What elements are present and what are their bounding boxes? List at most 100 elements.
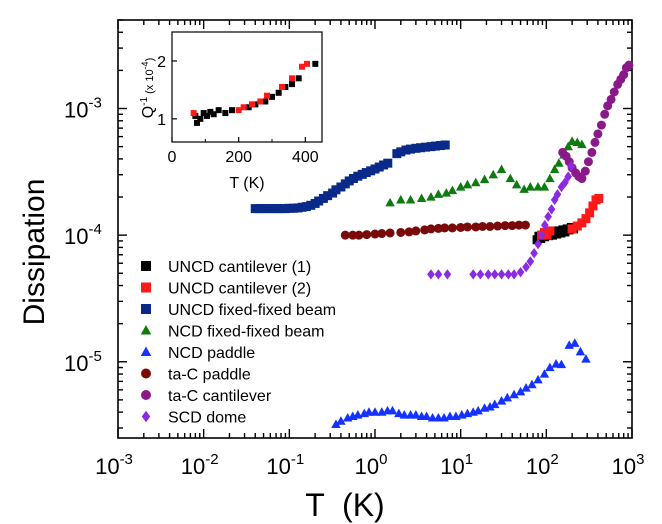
data-point	[445, 411, 455, 421]
data-point	[377, 229, 387, 239]
y-tick-label: 10-4	[64, 221, 102, 249]
x-axis-title: T (K)	[305, 487, 384, 523]
inset-data-point	[279, 84, 285, 90]
data-point	[411, 226, 421, 236]
inset-data-point	[190, 110, 197, 117]
data-point	[471, 222, 481, 232]
data-point	[404, 227, 414, 237]
y-tick-label: 10-3	[64, 95, 102, 123]
data-point	[567, 161, 576, 172]
inset-x-tick-label: 200	[225, 149, 252, 166]
data-point	[435, 141, 445, 151]
legend-marker-uncd-cantilever-1	[141, 261, 151, 271]
legend-label-uncd-cantilever-1: UNCD cantilever (1)	[168, 259, 311, 276]
inset-data-point	[275, 89, 282, 96]
legend-marker-ncd-paddle	[140, 346, 152, 356]
data-point	[533, 374, 543, 384]
inset-data-point	[289, 75, 295, 82]
data-point	[426, 192, 436, 201]
inset-axis-ticks: 0 200 400 1 2	[157, 54, 319, 166]
data-point	[606, 94, 616, 104]
data-point	[421, 142, 431, 152]
data-point	[545, 362, 555, 372]
x-tick-label: 10-1	[266, 451, 304, 479]
inset-data-point	[282, 84, 289, 90]
x-tick-label: 101	[440, 451, 473, 479]
data-point	[567, 224, 577, 234]
inset-x-axis-title: T (K)	[229, 175, 264, 192]
data-point	[383, 158, 393, 168]
inset-data-point	[299, 63, 305, 70]
inset-data-point	[262, 98, 269, 105]
data-point	[577, 139, 587, 149]
inset-data-point	[249, 101, 255, 108]
data-point	[479, 174, 490, 184]
data-point	[515, 386, 526, 396]
data-point	[362, 230, 372, 240]
data-point	[314, 196, 324, 206]
data-point	[504, 269, 513, 280]
x-tick-label-base: 10	[181, 454, 205, 479]
inset-data-point	[312, 60, 319, 67]
x-tick-label-base: 10	[95, 454, 119, 479]
data-point	[406, 144, 416, 154]
data-point	[505, 173, 516, 183]
data-point	[534, 238, 542, 250]
data-point	[370, 229, 380, 239]
data-point	[387, 405, 398, 415]
inset-y-tick-label: 2	[157, 54, 166, 71]
data-point	[581, 214, 591, 224]
data-point	[585, 208, 595, 218]
data-point	[476, 269, 485, 280]
inset-y-tick-label: 1	[157, 112, 166, 129]
legend-marker-ta-c-paddle	[141, 368, 151, 379]
data-point	[496, 396, 507, 405]
data-point	[370, 407, 380, 416]
data-point	[354, 230, 364, 240]
inset-data-point	[252, 101, 259, 108]
legend-marker-uncd-fixed-fixed-beam	[141, 304, 151, 314]
x-tick-label-exp: -2	[205, 451, 218, 468]
data-point	[431, 141, 441, 151]
x-tick-label: 100	[355, 451, 388, 479]
inset-data-point	[207, 108, 214, 115]
data-point	[619, 70, 629, 80]
series-ta-c-cantilever	[558, 60, 634, 184]
data-point	[399, 410, 410, 419]
data-point	[549, 164, 560, 174]
x-tick-label: 10-3	[95, 451, 133, 479]
inset-data-point	[240, 104, 247, 111]
data-point	[396, 147, 406, 157]
data-point	[331, 419, 341, 429]
legend: UNCD cantilever (1) UNCD cantilever (2) UN…	[140, 259, 336, 427]
data-point	[570, 338, 580, 347]
data-point	[478, 222, 488, 232]
y-tick-label-exp: -3	[88, 95, 101, 112]
data-point	[485, 222, 495, 232]
data-point	[594, 193, 604, 203]
inset-data-layer	[190, 60, 319, 126]
data-point	[544, 211, 552, 222]
y-tick-label-base: 10	[64, 351, 88, 376]
data-point	[401, 145, 411, 155]
inset-y-label-scale-close: )	[144, 58, 156, 62]
series-scd-dome	[427, 161, 576, 280]
data-point	[416, 193, 427, 203]
inset-y-label-scale: (x 10	[144, 69, 156, 93]
data-point	[441, 188, 452, 197]
data-point	[516, 266, 525, 278]
inset-data-point	[222, 110, 229, 117]
data-point	[411, 143, 421, 153]
data-point	[510, 269, 518, 280]
inset-data-point	[289, 81, 295, 88]
inset-y-axis-title: Q-1 (x 10-4)	[139, 58, 157, 119]
inset-data-point	[197, 115, 204, 122]
data-point	[525, 182, 536, 191]
data-point	[577, 174, 587, 184]
data-point	[440, 140, 450, 150]
legend-marker-uncd-cantilever-2	[141, 282, 151, 293]
data-point	[540, 219, 549, 231]
data-point	[609, 87, 619, 97]
data-point	[539, 369, 550, 378]
y-tick-label-base: 10	[64, 98, 88, 123]
